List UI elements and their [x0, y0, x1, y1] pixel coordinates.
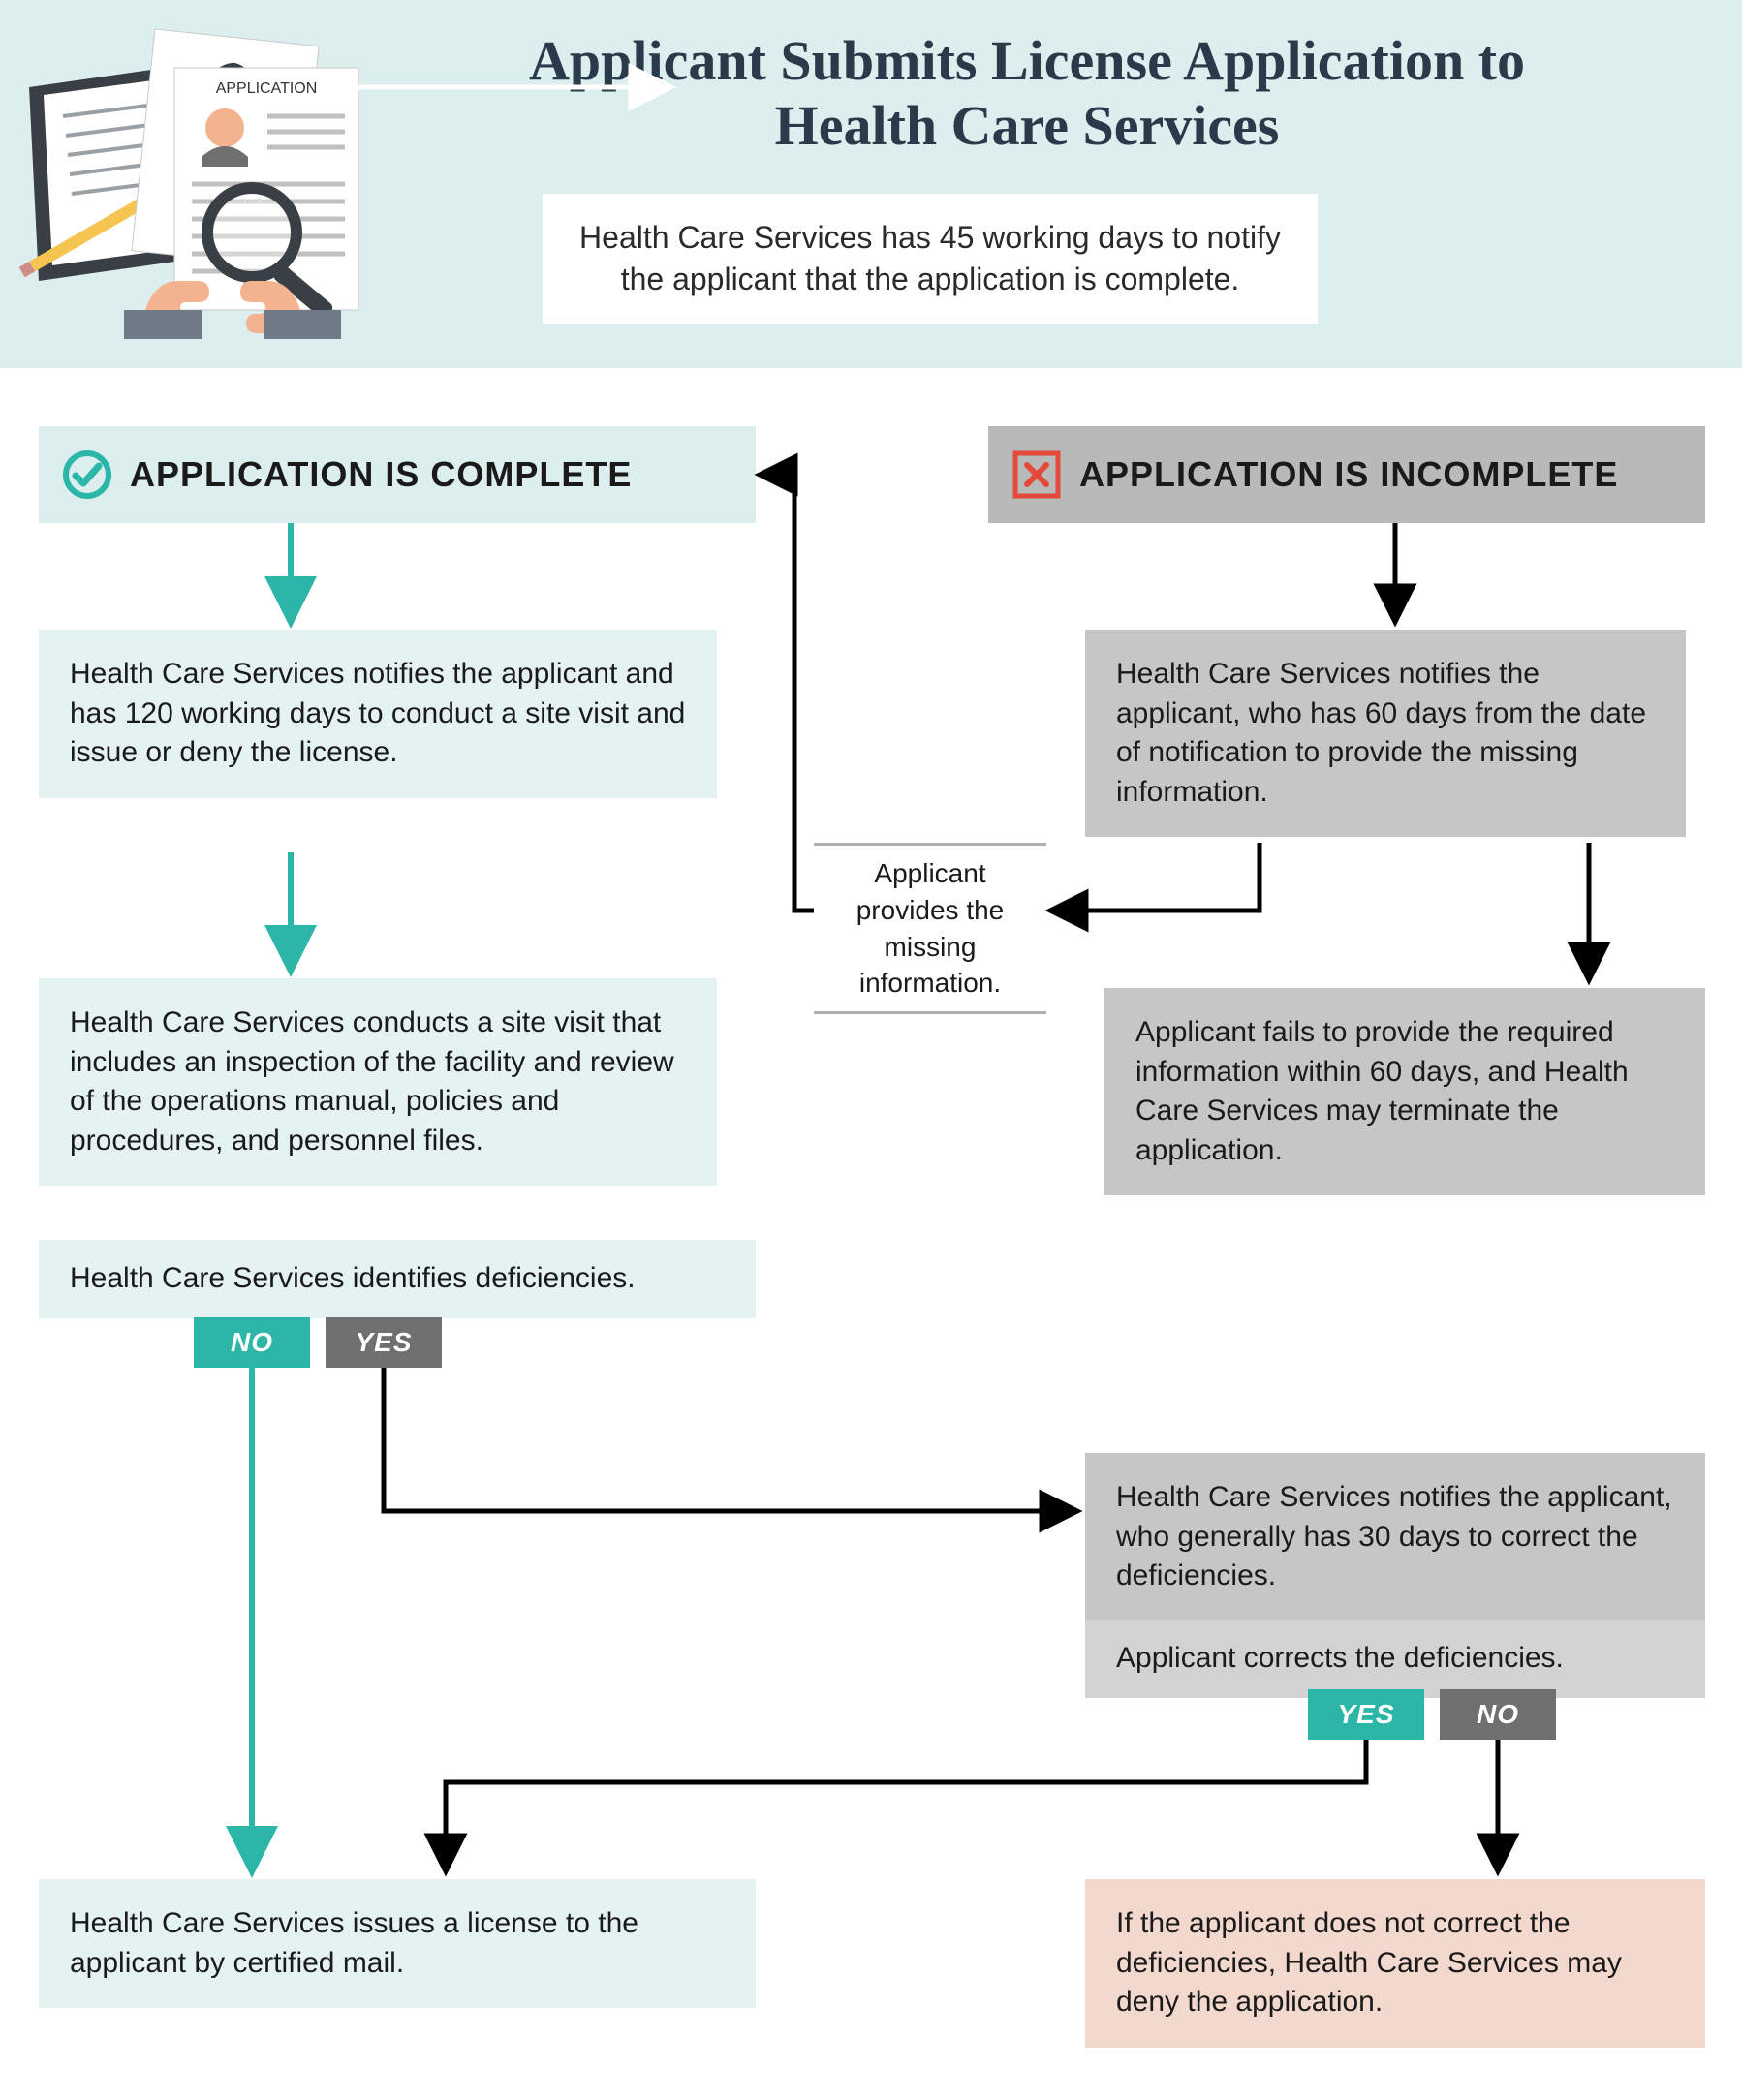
left-result: Health Care Services issues a license to…: [39, 1879, 756, 2008]
right-deny: If the applicant does not correct the de…: [1085, 1879, 1705, 2048]
illustration-doc-label: APPLICATION: [216, 80, 318, 97]
tag-no-left: NO: [194, 1317, 310, 1368]
right-step-1: Health Care Services notifies the applic…: [1085, 630, 1686, 837]
left-step-1: Health Care Services notifies the applic…: [39, 630, 717, 798]
right-step-2: Applicant fails to provide the required …: [1104, 988, 1705, 1195]
left-step-3: Health Care Services identifies deficien…: [39, 1240, 756, 1318]
right-step-4: Applicant corrects the deficiencies.: [1085, 1620, 1705, 1698]
subtitle: Health Care Services has 45 working days…: [543, 194, 1318, 324]
left-step-2: Health Care Services conducts a site vis…: [39, 978, 717, 1186]
tag-no-right: NO: [1440, 1689, 1556, 1740]
complete-header-label: APPLICATION IS COMPLETE: [130, 454, 632, 495]
incomplete-header: APPLICATION IS INCOMPLETE: [988, 426, 1705, 523]
check-circle-icon: [62, 449, 112, 500]
title-line-1: Applicant Submits License Application to: [529, 29, 1525, 92]
provides-info-label: Applicant provides the missing informati…: [814, 843, 1046, 1014]
right-step-3: Health Care Services notifies the applic…: [1085, 1453, 1705, 1621]
application-illustration: APPLICATION: [10, 19, 378, 339]
page-title: Applicant Submits License Application to…: [407, 29, 1647, 158]
incomplete-header-label: APPLICATION IS INCOMPLETE: [1079, 454, 1618, 495]
x-square-icon: [1011, 449, 1062, 500]
tag-yes-left: YES: [326, 1317, 442, 1368]
tag-yes-right: YES: [1308, 1689, 1424, 1740]
complete-header: APPLICATION IS COMPLETE: [39, 426, 756, 523]
title-line-2: Health Care Services: [775, 94, 1280, 157]
